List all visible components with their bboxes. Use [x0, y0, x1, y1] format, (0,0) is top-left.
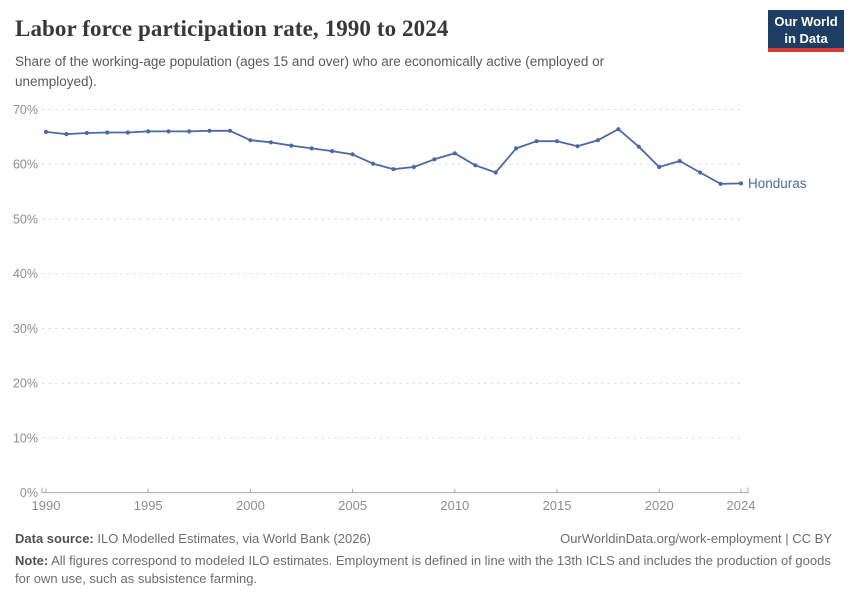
data-point-1999: [227, 128, 233, 133]
note-text-line1: All figures correspond to modeled ILO es…: [51, 553, 831, 569]
page-title: Labor force participation rate, 1990 to …: [15, 16, 449, 41]
data-point-1990: [43, 129, 49, 134]
data-point-2016: [575, 144, 580, 149]
x-axis-label-2015: 2015: [543, 498, 572, 513]
data-point-2002: [289, 143, 294, 148]
note-line: Note: All figures correspond to modeled …: [15, 552, 832, 588]
data-source-value: ILO Modelled Estimates, via World Bank (…: [97, 531, 371, 546]
data-point-2010: [452, 151, 457, 156]
x-axis-label-1995: 1995: [134, 498, 163, 513]
data-point-1998: [207, 128, 212, 133]
data-point-2023: [718, 181, 723, 186]
data-point-2011: [473, 163, 478, 168]
data-point-2006: [371, 161, 376, 166]
data-point-2005: [350, 152, 355, 157]
owid-logo-line2: in Data: [784, 30, 828, 46]
line-chart[interactable]: 0% 10% 20% 30% 40% 50% 60% 70% 1990 1995 2000 2005 2…: [0, 0, 850, 525]
note-text-line2: for own use, such as subsistence farming…: [15, 571, 258, 587]
x-axis-label-1990: 1990: [32, 498, 61, 513]
x-axis-label-2005: 2005: [338, 498, 367, 513]
y-axis-label-30: 30%: [13, 322, 38, 336]
data-point-2024: [738, 181, 744, 186]
data-point-2003: [309, 146, 314, 151]
y-axis-label-10: 10%: [13, 431, 38, 445]
data-point-1993: [105, 130, 110, 135]
data-point-2019: [636, 144, 641, 149]
x-axis-label-2000: 2000: [236, 498, 265, 513]
owid-logo-line1: Our World: [774, 14, 838, 29]
page-subtitle-line2: unemployed).: [15, 73, 97, 89]
data-source-line: Data source: ILO Modelled Estimates, via…: [15, 530, 371, 548]
data-point-1995: [146, 129, 151, 134]
y-axis-label-70: 70%: [13, 103, 38, 117]
y-axis-label-0: 0%: [20, 486, 38, 500]
data-line-honduras[interactable]: [45, 128, 742, 185]
credit-line: OurWorldinData.org/work-employment | CC …: [560, 530, 832, 548]
entity-label[interactable]: Honduras: [748, 176, 807, 191]
owid-logo[interactable]: Our World in Data: [768, 10, 844, 52]
x-axis-label-2010: 2010: [440, 498, 469, 513]
data-point-2018: [616, 127, 621, 132]
data-point-2015: [554, 139, 560, 144]
data-point-2000: [248, 138, 253, 143]
data-point-2004: [330, 149, 335, 154]
data-point-1994: [125, 130, 130, 135]
data-point-2001: [268, 140, 273, 145]
data-point-2017: [595, 138, 601, 143]
x-axis-label-2020: 2020: [645, 498, 674, 513]
data-point-2013: [514, 146, 519, 151]
data-point-2022: [698, 170, 703, 175]
note-label: Note:: [15, 553, 49, 569]
credit-url-link[interactable]: OurWorldinData.org/work-employment: [560, 531, 782, 546]
credit-separator: |: [781, 531, 793, 546]
data-point-2009: [432, 157, 437, 162]
y-axis-label-40: 40%: [13, 267, 38, 281]
data-source-label: Data source:: [15, 531, 94, 546]
y-axis-label-60: 60%: [13, 158, 38, 172]
data-point-1992: [84, 130, 89, 136]
license-link[interactable]: CC BY: [792, 531, 832, 546]
data-point-1996: [166, 129, 171, 134]
data-point-2014: [534, 139, 539, 144]
page-subtitle-line1: Share of the working-age population (age…: [15, 54, 605, 69]
chart-footer: Data source: ILO Modelled Estimates, via…: [15, 530, 832, 589]
y-axis-label-20: 20%: [13, 377, 38, 391]
data-point-1997: [187, 129, 192, 134]
data-point-2020: [657, 164, 662, 170]
data-point-1991: [64, 132, 69, 137]
page-subtitle: Share of the working-age population (age…: [15, 52, 695, 91]
data-point-2012: [493, 170, 498, 175]
data-point-2008: [411, 164, 416, 170]
x-axis-label-2024: 2024: [727, 498, 756, 513]
y-axis-label-50: 50%: [13, 212, 38, 226]
data-point-2007: [391, 167, 396, 172]
data-point-2021: [677, 158, 682, 164]
